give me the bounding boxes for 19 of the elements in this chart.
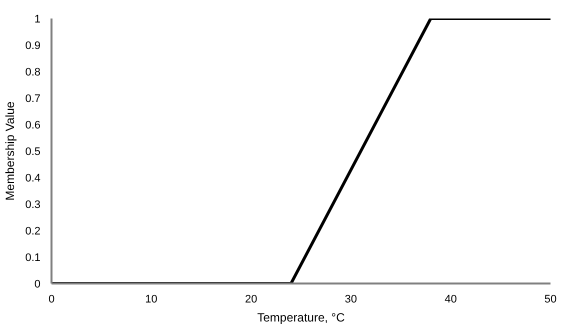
x-tick-label: 20: [244, 294, 258, 306]
y-tick-label: 0.6: [25, 120, 41, 132]
y-tick-label: 1: [34, 14, 41, 26]
y-tick-label: 0.4: [25, 172, 41, 184]
y-tick-label: 0.9: [25, 40, 41, 52]
y-tick-label: 0: [34, 278, 41, 290]
x-tick-label: 0: [48, 294, 55, 306]
y-tick-label: 0.7: [25, 93, 41, 105]
x-tick-label: 50: [544, 294, 557, 306]
x-tick-label: 30: [344, 294, 358, 306]
x-axis-title: Temperature, °C: [257, 310, 346, 324]
x-tick-label: 40: [444, 294, 457, 306]
x-tick-label: 10: [145, 294, 158, 306]
y-tick-label: 0.3: [25, 199, 41, 211]
y-tick-label: 0.5: [25, 146, 41, 158]
y-tick-label: 0.2: [25, 226, 41, 238]
y-axis-title: Membership Value: [3, 101, 18, 201]
y-tick-label: 0.8: [25, 66, 41, 78]
y-tick-label: 0.1: [25, 252, 41, 264]
